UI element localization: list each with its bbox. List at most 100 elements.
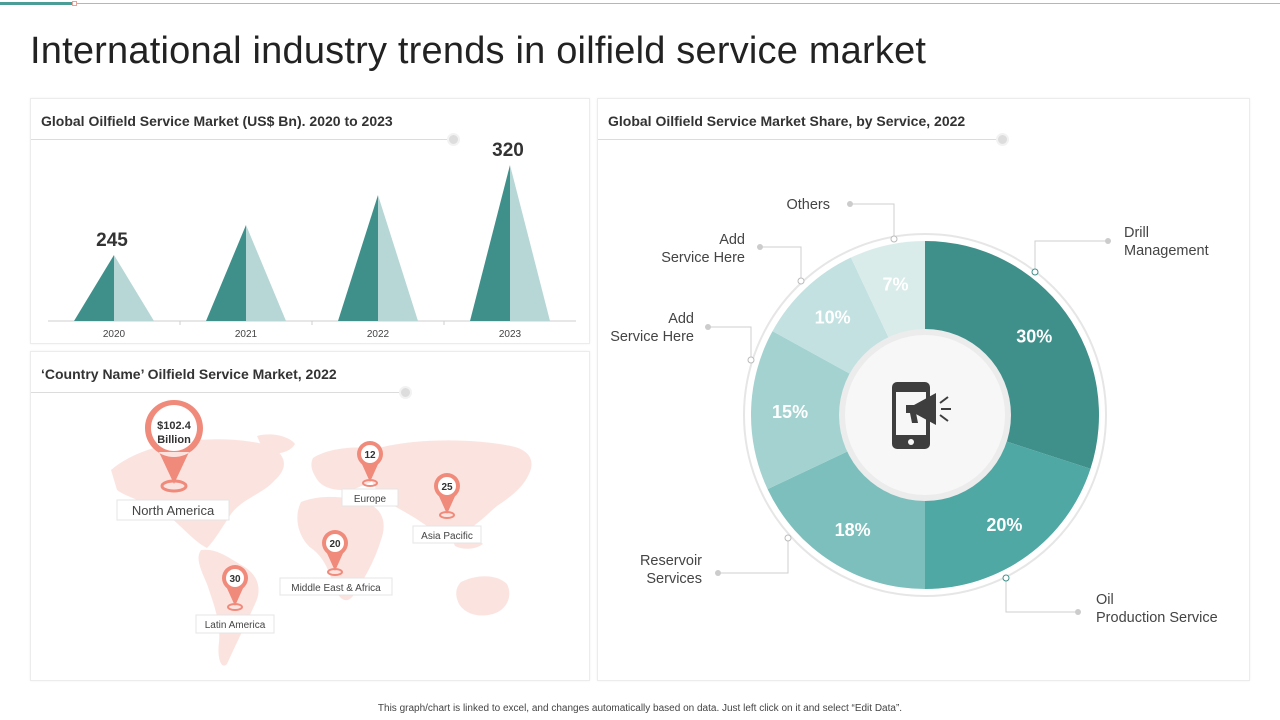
data-label-2023: 320 [492,140,524,161]
pin-middle-east-africa[interactable]: 20 Middle East & Africa [279,530,393,596]
leader-end-3 [705,324,711,330]
pin-latin-america-label: Latin America [205,620,266,631]
leader-anchor-1 [1002,574,1010,582]
pin-north-america-label: North America [132,503,215,518]
leader-anchor-0 [1031,268,1039,276]
footer-note: This graph/chart is linked to excel, and… [377,703,903,714]
slice-2-category-label: Services [646,571,702,587]
pin-europe-label: Europe [354,494,387,505]
landmass-australia [456,576,510,616]
slice-3-category-label: Add [668,311,694,327]
country-market-title: ‘Country Name’ Oilfield Service Market, … [41,366,337,382]
pin-north-america[interactable]: $102.4 Billion North America [116,400,230,521]
slice-3[interactable] [751,331,855,490]
leader-anchor-4 [797,277,805,285]
leader-line-3 [708,326,752,360]
slice-2-value: 18% [835,520,871,540]
slice-4-category-label: Service Here [661,250,745,266]
landmass-north-america [111,439,284,548]
slice-4[interactable] [772,257,891,377]
slice-5[interactable] [850,241,925,343]
bar-2022-right[interactable] [378,195,418,321]
data-label-2020: 245 [96,230,128,251]
bar-2022-left[interactable] [338,195,378,321]
market-size-title-rule [31,139,451,140]
pin-europe-face [361,445,379,463]
market-share-title-rule [598,139,1000,140]
pin-north-america-face [151,405,197,451]
pin-middle-east-africa-label: Middle East & Africa [291,583,381,594]
market-size-title: Global Oilfield Service Market (US$ Bn).… [41,113,393,129]
megaphone-handle [910,413,918,423]
slice-1-category-label: Production Service [1096,610,1218,626]
pin-latin-america-base [227,603,243,611]
phone-megaphone-icon [892,382,951,449]
bar-2023-left[interactable] [470,165,510,321]
market-share-chart[interactable]: 30% Drill Management 20% Oil Production Servi… [598,99,1251,682]
country-market-title-rule [31,392,403,393]
phone-home-button [908,439,914,445]
market-size-rule-knob [447,133,460,146]
pin-latin-america[interactable]: 30 Latin America [195,565,275,634]
world-map: $102.4 Billion North America 12 Europe [111,400,532,666]
leader-anchor-2 [784,534,792,542]
leader-end-2 [715,570,721,576]
slice-4-category-label: Add [719,232,745,248]
pin-europe-label-box [341,488,399,507]
pin-asia-pacific[interactable]: 25 Asia Pacific [412,473,482,544]
slice-3-value: 15% [772,402,808,422]
pin-europe-base [362,479,378,487]
slice-1-category-label: Oil [1096,592,1114,608]
page-title: International industry trends in oilfiel… [30,30,927,72]
slice-0-category-label: Management [1124,243,1209,259]
pin-asia-pacific-face [438,477,456,495]
pin-middle-east-africa-face [326,534,344,552]
leader-line-1 [1005,578,1078,613]
megaphone [906,393,936,425]
pin-latin-america-tip [226,586,244,606]
bar-2020-left[interactable] [74,255,114,321]
map-pins: $102.4 Billion North America 12 Europe [116,400,482,634]
pin-europe[interactable]: 12 Europe [341,441,399,507]
slice-2-category-label: Reservoir [640,553,702,569]
leader-end-1 [1075,609,1081,615]
pin-north-america-value-line2: Billion [157,434,191,446]
leader-end-5 [847,201,853,207]
slice-4-value: 10% [815,308,851,328]
pin-north-america-base [160,479,188,493]
market-share-panel: Global Oilfield Service Market Share, by… [597,98,1250,681]
pin-europe-tip [361,462,379,482]
bar-2020-right[interactable] [114,255,154,321]
slice-2[interactable] [767,449,925,589]
bar-2023-right[interactable] [510,165,550,321]
slice-1[interactable] [925,439,1091,589]
leader-anchor-5 [890,235,898,243]
pin-latin-america-face [226,569,244,587]
slice-0-value: 30% [1016,327,1052,347]
leader-end-0 [1105,238,1111,244]
landmass-greenland [257,434,295,454]
slice-5-value: 7% [883,274,909,294]
donut-slices [751,241,1099,589]
slice-0[interactable] [925,241,1099,469]
bar-2021-right[interactable] [246,225,286,321]
bar-2021-left[interactable] [206,225,246,321]
pin-north-america-label-box [116,499,230,521]
slice-3-category-label: Service Here [610,329,694,345]
sound-waves [939,396,951,422]
pin-asia-pacific-base [439,511,455,519]
pin-north-america-value-line1: $102.4 [157,420,192,432]
pin-middle-east-africa-value: 20 [329,539,341,550]
top-rule [0,3,1280,4]
slice-5-category-label: Others [786,197,830,213]
market-size-chart[interactable]: 2020 245 2021 2022 2023 320 [31,99,591,345]
leader-end-4 [757,244,763,250]
pin-asia-pacific-value: 25 [441,482,453,493]
slice-0-category-label: Drill [1124,225,1149,241]
leader-line-2 [718,538,789,574]
leader-line-0 [1034,240,1108,272]
pin-latin-america-label-box [195,614,275,634]
pin-asia-pacific-label: Asia Pacific [421,531,473,542]
x-tick-label-2021: 2021 [235,329,258,340]
donut-outer-ring [743,233,1107,597]
